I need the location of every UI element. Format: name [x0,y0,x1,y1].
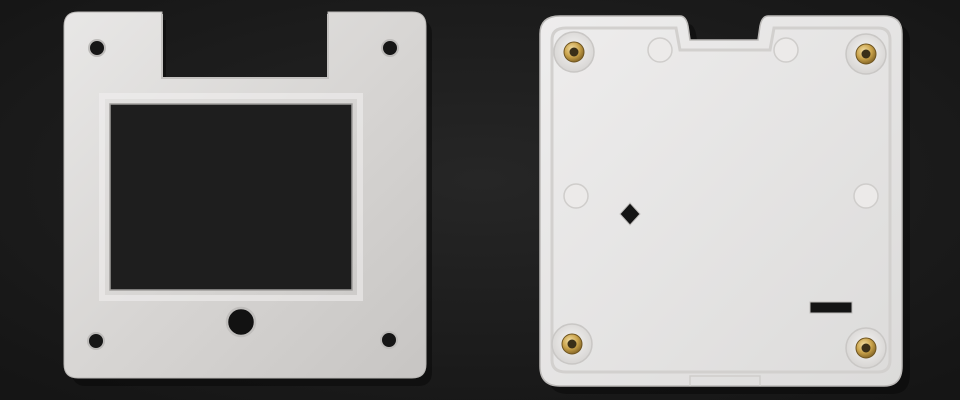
back-edge-bump [773,37,799,63]
brass-insert-bottom-left [551,323,593,365]
front-round-center-hole [225,306,257,338]
back-edge-bump [563,183,589,209]
front-top-notch-edge [161,14,329,79]
front-window-rim [99,93,363,301]
back-bottom-edge-notch [689,375,761,386]
front-screw-hole-top-left [88,39,106,57]
brass-insert-top-right [845,33,887,75]
back-edge-bump [647,37,673,63]
brass-insert-top-left [553,31,595,73]
brass-insert-bottom-right [845,327,887,369]
front-frame-plate [63,11,432,386]
back-diamond-cutout [619,202,641,226]
front-screw-hole-bottom-left [87,332,105,350]
back-plate-inner-wall [550,26,892,374]
front-screw-hole-bottom-right [380,331,398,349]
back-slot-cutout [809,301,853,314]
back-plate-body [539,15,903,387]
front-screw-hole-top-right [381,39,399,57]
back-edge-bump [853,183,879,209]
front-window-opening [109,103,353,291]
back-cover-plate [539,15,910,394]
